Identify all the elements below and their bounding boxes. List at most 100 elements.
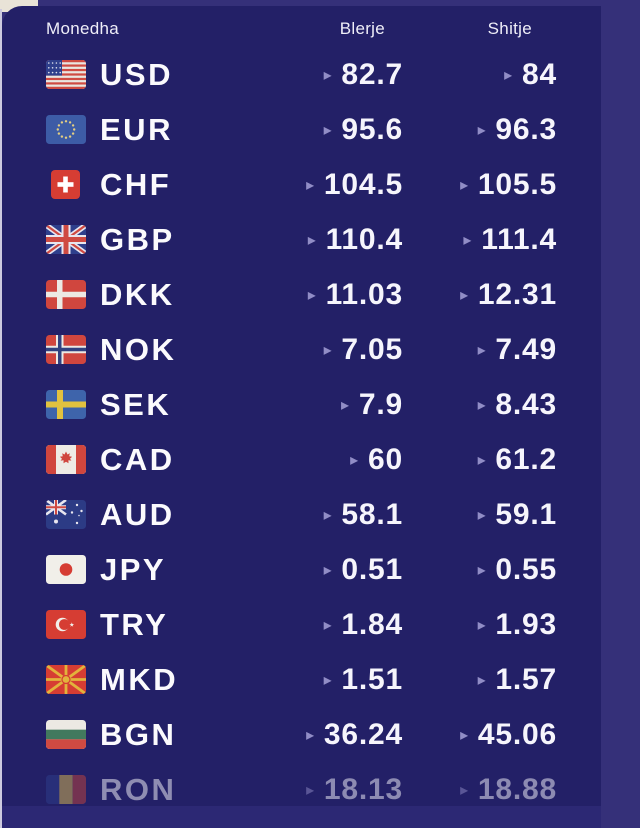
flag-cell xyxy=(46,390,100,419)
sell-value: 111.4 xyxy=(481,222,557,256)
cad-flag-icon xyxy=(46,445,86,474)
eur-flag-icon xyxy=(46,115,86,144)
sell-value-cell: ▸ 59.1 xyxy=(403,497,557,531)
arrow-right-icon: ▸ xyxy=(460,726,469,744)
sell-value: 59.1 xyxy=(495,497,557,531)
arrow-right-icon: ▸ xyxy=(460,286,469,304)
buy-value-cell: ▸ 58.1 xyxy=(233,497,403,531)
arrow-right-icon: ▸ xyxy=(323,121,333,139)
buy-value-cell: ▸ 60 xyxy=(233,444,403,475)
currency-code: BGN xyxy=(100,717,177,752)
flag-cell xyxy=(46,555,100,584)
currency-row: AUD ▸ 58.1 ▸ 59.1 xyxy=(2,487,601,542)
arrow-right-icon: ▸ xyxy=(341,396,350,414)
currency-row: TRY ▸ 1.84 ▸ 1.93 xyxy=(2,597,601,652)
exchange-rates-panel: Monedha Blerje Shitje USD ▸ 82.7 ▸ 84 EU… xyxy=(2,6,601,828)
ron-flag-icon xyxy=(46,775,86,804)
currency-row: MKD ▸ 1.51 ▸ 1.57 xyxy=(2,652,601,707)
arrow-right-icon: ▸ xyxy=(477,451,487,469)
currency-rows: USD ▸ 82.7 ▸ 84 EUR ▸ 95.6 ▸ 96.3 CHF ▸ … xyxy=(2,47,601,817)
sell-value-cell: ▸ 12.31 xyxy=(403,279,557,310)
column-header-buy: Blerje xyxy=(339,19,385,38)
arrow-right-icon: ▸ xyxy=(477,506,487,524)
buy-value: 82.7 xyxy=(341,57,403,91)
currency-row: SEK ▸ 7.9 ▸ 8.43 xyxy=(2,377,601,432)
sell-value: 18.88 xyxy=(477,772,557,806)
sell-value: 105.5 xyxy=(477,167,557,201)
sell-value-cell: ▸ 105.5 xyxy=(403,167,557,201)
currency-code: RON xyxy=(100,772,177,807)
currency-row: NOK ▸ 7.05 ▸ 7.49 xyxy=(2,322,601,377)
buy-value: 18.13 xyxy=(323,772,403,806)
currency-row: EUR ▸ 95.6 ▸ 96.3 xyxy=(2,102,601,157)
arrow-right-icon: ▸ xyxy=(477,671,487,689)
currency-row: CAD ▸ 60 ▸ 61.2 xyxy=(2,432,601,487)
arrow-right-icon: ▸ xyxy=(477,396,487,414)
arrow-right-icon: ▸ xyxy=(350,451,360,469)
flag-cell xyxy=(46,170,100,199)
sell-value-cell: ▸ 61.2 xyxy=(403,442,557,476)
column-header-sell: Shitje xyxy=(487,19,532,38)
flag-cell xyxy=(46,610,100,639)
currency-code: SEK xyxy=(100,387,172,422)
flag-cell xyxy=(46,445,100,474)
buy-value: 11.03 xyxy=(325,277,403,311)
arrow-right-icon: ▸ xyxy=(306,176,315,194)
flag-cell xyxy=(46,335,100,364)
sell-value: 96.3 xyxy=(495,112,557,146)
sell-value-cell: ▸ 1.93 xyxy=(403,609,557,640)
arrow-right-icon: ▸ xyxy=(306,726,315,744)
currency-row: USD ▸ 82.7 ▸ 84 xyxy=(2,47,601,102)
footer-band xyxy=(2,806,601,828)
arrow-right-icon: ▸ xyxy=(460,176,469,194)
aud-flag-icon xyxy=(46,500,86,529)
sell-value: 7.49 xyxy=(495,332,557,366)
buy-value-cell: ▸ 18.13 xyxy=(233,772,403,806)
flag-cell xyxy=(46,775,100,804)
sell-value-cell: ▸ 84 xyxy=(403,57,557,91)
currency-code: USD xyxy=(100,57,173,92)
buy-value: 110.4 xyxy=(325,222,403,256)
flag-cell xyxy=(46,665,100,694)
currency-code: DKK xyxy=(100,277,175,312)
bgn-flag-icon xyxy=(46,720,86,749)
arrow-right-icon: ▸ xyxy=(463,231,473,249)
arrow-right-icon: ▸ xyxy=(323,341,333,359)
nok-flag-icon xyxy=(46,335,86,364)
currency-code: EUR xyxy=(100,112,173,147)
currency-row: CHF ▸ 104.5 ▸ 105.5 xyxy=(2,157,601,212)
flag-cell xyxy=(46,225,100,254)
arrow-right-icon: ▸ xyxy=(477,616,487,634)
sek-flag-icon xyxy=(46,390,86,419)
flag-cell xyxy=(46,280,100,309)
buy-value-cell: ▸ 95.6 xyxy=(233,114,403,145)
sell-value-cell: ▸ 111.4 xyxy=(403,222,557,256)
currency-code: JPY xyxy=(100,552,167,587)
gbp-flag-icon xyxy=(46,225,86,254)
column-header-currency: Monedha xyxy=(46,19,119,38)
sell-value-cell: ▸ 0.55 xyxy=(403,552,557,586)
currency-row: GBP ▸ 110.4 ▸ 111.4 xyxy=(2,212,601,267)
sell-value: 84 xyxy=(522,57,557,91)
sell-value: 0.55 xyxy=(495,552,557,586)
currency-code: CAD xyxy=(100,442,175,477)
arrow-right-icon: ▸ xyxy=(307,286,317,304)
arrow-right-icon: ▸ xyxy=(323,506,333,524)
arrow-right-icon: ▸ xyxy=(323,671,333,689)
buy-value-cell: ▸ 36.24 xyxy=(233,717,403,751)
buy-value: 58.1 xyxy=(341,497,403,531)
sell-value: 61.2 xyxy=(495,442,557,476)
mkd-flag-icon xyxy=(46,665,86,694)
sell-value: 1.57 xyxy=(495,662,557,696)
flag-cell xyxy=(46,500,100,529)
currency-code: MKD xyxy=(100,662,179,697)
arrow-right-icon: ▸ xyxy=(477,121,487,139)
currency-row: JPY ▸ 0.51 ▸ 0.55 xyxy=(2,542,601,597)
arrow-right-icon: ▸ xyxy=(323,561,333,579)
dkk-flag-icon xyxy=(46,280,86,309)
buy-value-cell: ▸ 7.9 xyxy=(233,389,403,420)
buy-value: 104.5 xyxy=(323,167,403,201)
buy-value-cell: ▸ 11.03 xyxy=(233,277,403,311)
buy-value: 36.24 xyxy=(323,717,403,751)
sell-value-cell: ▸ 1.57 xyxy=(403,662,557,696)
